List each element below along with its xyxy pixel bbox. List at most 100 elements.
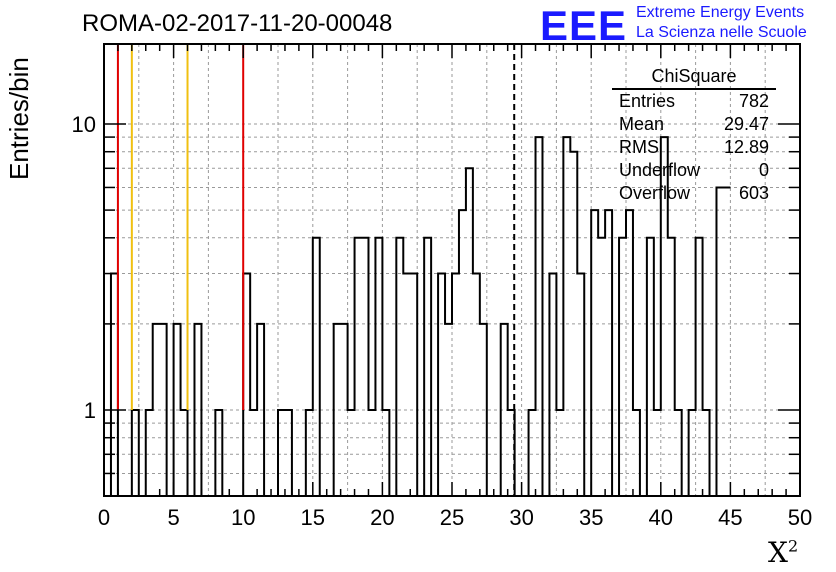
tick-labels: 0 5 10 15 20 25 30 35 40 45 50 1 10 xyxy=(72,112,813,530)
histogram-bin xyxy=(194,324,201,496)
histogram-bin xyxy=(111,274,118,496)
histogram-bin xyxy=(362,238,369,496)
x-tick-label: 30 xyxy=(509,505,533,530)
histogram-bin xyxy=(396,238,403,496)
stats-value: 12.89 xyxy=(723,137,769,157)
histogram-bin xyxy=(278,410,285,496)
histogram-bin xyxy=(716,187,723,496)
stats-label: Overflow xyxy=(619,183,691,203)
stats-value: 603 xyxy=(738,183,769,203)
histogram-bin xyxy=(368,410,375,496)
y-tick-label: 10 xyxy=(72,112,96,137)
histogram-bin xyxy=(633,410,640,496)
histogram-bin xyxy=(348,410,355,496)
histogram-bin xyxy=(501,324,508,496)
histogram-bin xyxy=(723,187,730,496)
stats-box: ChiSquare Entries 782 Mean 29.47 RMS 12.89 … xyxy=(610,66,778,205)
histogram-bin xyxy=(459,210,466,496)
histogram-bin xyxy=(382,410,389,496)
x-axis-label: X2 xyxy=(768,536,798,569)
eee-logo-mark: EEE xyxy=(540,2,628,49)
histogram-bin xyxy=(257,324,264,496)
histogram-bin xyxy=(577,274,584,496)
stats-label: Underflow xyxy=(619,160,701,180)
histogram-bin xyxy=(174,324,181,496)
histogram-bin xyxy=(689,410,696,496)
histogram-bin xyxy=(243,274,250,496)
histogram-bin xyxy=(452,274,459,496)
histogram-bin xyxy=(570,152,577,496)
histogram-bin xyxy=(508,410,515,496)
histogram-bin xyxy=(605,210,612,496)
stats-row: Underflow 0 xyxy=(610,159,778,182)
stats-label: Entries xyxy=(619,91,676,111)
histogram-bin xyxy=(549,274,556,496)
stats-title: ChiSquare xyxy=(612,66,776,90)
histogram-bin xyxy=(563,137,570,496)
histogram-bin xyxy=(480,324,487,496)
x-tick-label: 35 xyxy=(579,505,603,530)
stats-value: 29.47 xyxy=(723,114,769,134)
histogram-bin xyxy=(181,410,188,496)
stats-row: Entries 782 xyxy=(610,90,778,113)
axis-ticks xyxy=(103,44,801,496)
histogram-bin xyxy=(160,324,167,496)
histogram-bin xyxy=(619,238,626,496)
histogram-bin xyxy=(647,238,654,496)
histogram-bin xyxy=(153,324,160,496)
histogram-bin xyxy=(668,238,675,496)
histogram-bin xyxy=(473,274,480,496)
x-tick-label: 10 xyxy=(231,505,255,530)
histogram-bin xyxy=(215,410,222,496)
histogram-bin xyxy=(556,410,563,496)
histogram-bin xyxy=(696,238,703,496)
histogram-bin xyxy=(375,238,382,496)
histogram-bin xyxy=(598,238,605,496)
stats-row: RMS 12.89 xyxy=(610,136,778,159)
histogram-bin xyxy=(626,210,633,496)
x-tick-label: 20 xyxy=(370,505,394,530)
histogram-bin xyxy=(424,238,431,496)
histogram-bin xyxy=(591,210,598,496)
histogram-bin xyxy=(675,410,682,496)
histogram-bin xyxy=(703,410,710,496)
histogram-bin xyxy=(334,324,341,496)
x-tick-label: 5 xyxy=(167,505,179,530)
logo-text-line2: La Scienza nelle Scuole xyxy=(636,24,807,41)
y-tick-label: 1 xyxy=(84,398,96,423)
histogram-bin xyxy=(466,168,473,496)
y-axis-label: Entries/bin xyxy=(4,57,34,180)
x-tick-label: 15 xyxy=(301,505,325,530)
histogram-bin xyxy=(146,410,153,496)
histogram-bin xyxy=(355,238,362,496)
histogram-bin xyxy=(341,324,348,496)
histogram-bin xyxy=(132,410,139,496)
histogram-bin xyxy=(250,410,257,496)
x-tick-label: 25 xyxy=(440,505,464,530)
x-axis-label-superscript: 2 xyxy=(787,536,799,556)
x-tick-label: 45 xyxy=(718,505,742,530)
histogram-bin xyxy=(438,274,445,496)
histogram-bin xyxy=(313,238,320,496)
marker-lines xyxy=(116,44,516,496)
histogram-bin xyxy=(529,410,536,496)
stats-value: 782 xyxy=(738,91,769,111)
histogram-bin xyxy=(306,410,313,496)
x-axis-label-symbol: X xyxy=(768,536,788,569)
histogram-bin xyxy=(403,274,410,496)
chart-title: ROMA-02-2017-11-20-00048 xyxy=(82,10,393,37)
histogram-bin xyxy=(285,410,292,496)
stats-value: 0 xyxy=(758,160,769,180)
stats-label: Mean xyxy=(619,114,665,134)
logo-text-line1: Extreme Energy Events xyxy=(636,4,805,21)
stats-row: Overflow 603 xyxy=(610,182,778,205)
x-tick-label: 40 xyxy=(649,505,673,530)
x-tick-label: 0 xyxy=(98,505,110,530)
stats-label: RMS xyxy=(619,137,659,157)
histogram-bin xyxy=(536,137,543,496)
histogram-bin xyxy=(654,410,661,496)
stats-row: Mean 29.47 xyxy=(610,113,778,136)
histogram-bin xyxy=(445,324,452,496)
x-tick-label: 50 xyxy=(788,505,812,530)
